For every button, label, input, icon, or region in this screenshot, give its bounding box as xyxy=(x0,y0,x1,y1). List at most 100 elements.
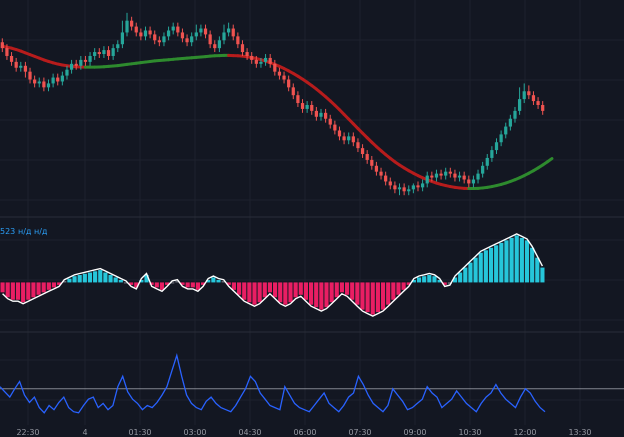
candle-body xyxy=(462,175,466,180)
candle-body xyxy=(139,32,143,37)
candle-body xyxy=(79,59,83,66)
candle-body xyxy=(499,134,503,143)
oscillator-bar xyxy=(226,282,231,285)
oscillator-bar xyxy=(478,252,483,283)
candle-body xyxy=(88,55,92,62)
oscillator-bar xyxy=(530,247,535,283)
oscillator-bar xyxy=(51,282,57,288)
time-tick-label: 22:30 xyxy=(16,428,39,437)
candle-body xyxy=(467,179,471,184)
candle-body xyxy=(102,50,106,55)
oscillator-bar xyxy=(216,279,221,283)
oscillator-bar xyxy=(77,275,82,283)
oscillator-bar xyxy=(303,282,308,300)
candle-body xyxy=(333,124,337,131)
candle-body xyxy=(439,173,443,176)
candle-body xyxy=(83,59,88,62)
candle-body xyxy=(434,173,439,178)
oscillator-bar xyxy=(67,278,72,283)
candle-body xyxy=(342,136,346,141)
oscillator-histogram xyxy=(0,235,545,315)
time-tick-label: 13:30 xyxy=(568,428,591,437)
candle-body xyxy=(536,101,540,105)
oscillator-bar xyxy=(463,267,468,283)
oscillator-bar xyxy=(308,282,314,305)
lower-indicator-path xyxy=(0,352,546,414)
oscillator-bar xyxy=(159,282,165,290)
oscillator-bar xyxy=(129,282,134,285)
candle-body xyxy=(425,175,429,184)
oscillator-bar xyxy=(206,279,211,283)
candle-body xyxy=(314,110,318,117)
time-tick-label: 03:00 xyxy=(183,428,206,437)
oscillator-bar xyxy=(350,282,355,300)
oscillator-bar xyxy=(437,279,442,283)
candle-body xyxy=(69,63,74,70)
candle-body xyxy=(508,118,512,127)
oscillator-bar xyxy=(524,240,530,283)
candle-body xyxy=(171,26,175,31)
candle-body xyxy=(245,52,249,56)
candle-body xyxy=(240,44,245,53)
candle-body xyxy=(0,42,4,49)
grid-lines xyxy=(0,0,624,425)
candle-body xyxy=(190,36,194,43)
candle-body xyxy=(328,118,332,125)
candle-body xyxy=(60,75,64,82)
oscillator-bar xyxy=(278,282,283,303)
oscillator-bar xyxy=(26,282,31,300)
candle-body xyxy=(227,28,231,33)
price-panel[interactable] xyxy=(0,12,554,196)
candle-body xyxy=(180,32,185,39)
candle-body xyxy=(277,71,282,76)
candle-body xyxy=(420,183,425,188)
candle-body xyxy=(370,159,374,166)
oscillator-bar xyxy=(118,279,123,283)
oscillator-legend-value: 523 xyxy=(0,227,15,236)
candle-body xyxy=(166,30,171,37)
oscillator-bar xyxy=(154,282,159,288)
oscillator-bar xyxy=(185,282,190,288)
oscillator-bar xyxy=(365,282,370,313)
candle-body xyxy=(65,69,69,76)
candle-body xyxy=(120,32,125,45)
candle-body xyxy=(287,79,291,88)
candle-body xyxy=(300,103,305,109)
candle-body xyxy=(485,157,489,166)
oscillator-bar xyxy=(380,282,386,310)
candle-body xyxy=(457,175,462,178)
oscillator-bar xyxy=(406,282,411,285)
candle-body xyxy=(305,105,309,109)
candle-body xyxy=(263,57,268,62)
candle-body xyxy=(531,95,536,102)
candle-body xyxy=(407,189,411,192)
oscillator-bar xyxy=(283,282,288,305)
oscillator-bar xyxy=(108,275,113,283)
oscillator-bar xyxy=(170,282,175,284)
candle-body xyxy=(106,50,111,56)
oscillator-bar xyxy=(509,237,514,283)
oscillator-bar xyxy=(62,281,67,283)
candle-body xyxy=(148,30,152,35)
oscillator-bar xyxy=(201,282,206,285)
oscillator-bar xyxy=(21,282,26,303)
candle-body xyxy=(296,95,300,104)
candle-body xyxy=(199,28,203,33)
oscillator-bar xyxy=(87,272,93,283)
oscillator-bar xyxy=(432,276,437,283)
candle-body xyxy=(222,32,226,41)
oscillator-bar xyxy=(488,247,494,283)
time-axis[interactable]: 22:30 4 01:30 03:00 04:30 06:00 07:30 09:00 10:3… xyxy=(16,428,591,437)
candle-body xyxy=(337,130,342,137)
oscillator-bar xyxy=(82,273,87,283)
lower-indicator-panel[interactable] xyxy=(0,352,624,414)
oscillator-panel[interactable]: 523 н/д н/д xyxy=(0,227,545,317)
candle-body xyxy=(203,28,208,35)
candle-body xyxy=(541,105,545,111)
time-tick-label: 04:30 xyxy=(238,428,261,437)
candle-body xyxy=(176,26,180,33)
candle-body xyxy=(153,34,157,41)
oscillator-bar xyxy=(319,282,324,310)
oscillator-bar xyxy=(0,282,5,293)
